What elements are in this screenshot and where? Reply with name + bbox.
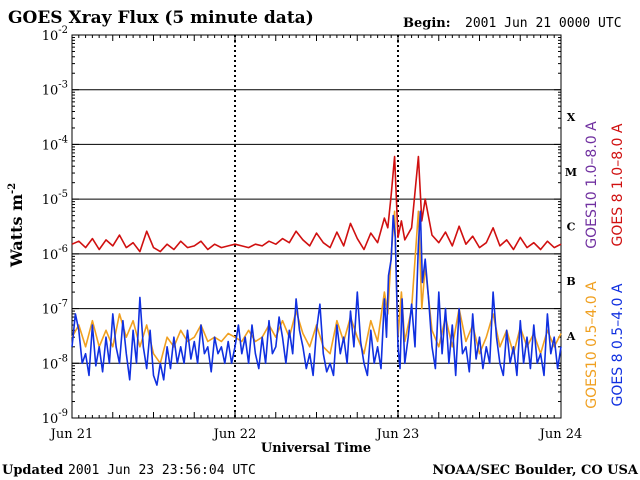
legend-entry: GOES 8 0.5–4.0 A — [610, 283, 626, 406]
flare-class-labels: X M C B A — [565, 111, 577, 343]
y-tick-label: 10-6 — [42, 244, 68, 263]
chart-title: GOES Xray Flux (5 minute data) — [8, 8, 314, 28]
y-tick-label: 10-2 — [42, 25, 68, 44]
y-tick-label: 10-5 — [42, 189, 68, 208]
y-tick-label: 10-3 — [42, 80, 68, 99]
begin-label: Begin: — [403, 16, 451, 31]
flare-class-label: X — [567, 111, 576, 124]
y-axis-label: Watts m-2 — [7, 183, 26, 268]
x-tick-label: Jun 21 — [49, 427, 94, 442]
axis-ticks — [71, 34, 562, 419]
credit-text: NOAA/SEC Boulder, CO USA — [432, 463, 639, 478]
y-tick-label: 10-7 — [42, 299, 68, 318]
legend-entry: GOES 8 1.0–8.0 A — [610, 123, 626, 246]
begin-value: 2001 Jun 21 0000 UTC — [465, 16, 622, 31]
x-tick-label: Jun 24 — [538, 427, 583, 442]
y-tick-label: 10-8 — [42, 353, 68, 372]
legend: GOES10 1.0–8.0 A GOES 8 1.0–8.0 A GOES10 0… — [584, 121, 626, 409]
legend-entry: GOES10 1.0–8.0 A — [584, 121, 600, 249]
flare-class-label: C — [567, 221, 576, 234]
y-tick-label: 10-4 — [42, 134, 68, 153]
updated-value: 2001 Jun 23 23:56:04 UTC — [68, 463, 256, 478]
y-axis-label-text: Watts m-2 — [7, 183, 26, 268]
series-line — [71, 210, 562, 386]
x-tick-labels: Jun 21 Jun 22 Jun 23 Jun 24 — [49, 427, 583, 442]
updated-label: Updated — [2, 463, 63, 478]
x-tick-label: Jun 22 — [212, 427, 257, 442]
flare-class-label: B — [566, 275, 575, 288]
x-tick-label: Jun 23 — [375, 427, 420, 442]
series-line — [71, 155, 562, 253]
flare-class-label: A — [566, 330, 576, 343]
x-axis-label: Universal Time — [261, 441, 371, 456]
legend-entry: GOES10 0.5–4.0 A — [584, 281, 600, 409]
flare-class-label: M — [565, 166, 577, 179]
y-tick-label: 10-9 — [42, 408, 68, 427]
series-layer — [71, 155, 562, 386]
y-tick-labels: 10-2 10-3 10-4 10-5 10-6 10-7 10-8 10-9 — [42, 25, 68, 427]
